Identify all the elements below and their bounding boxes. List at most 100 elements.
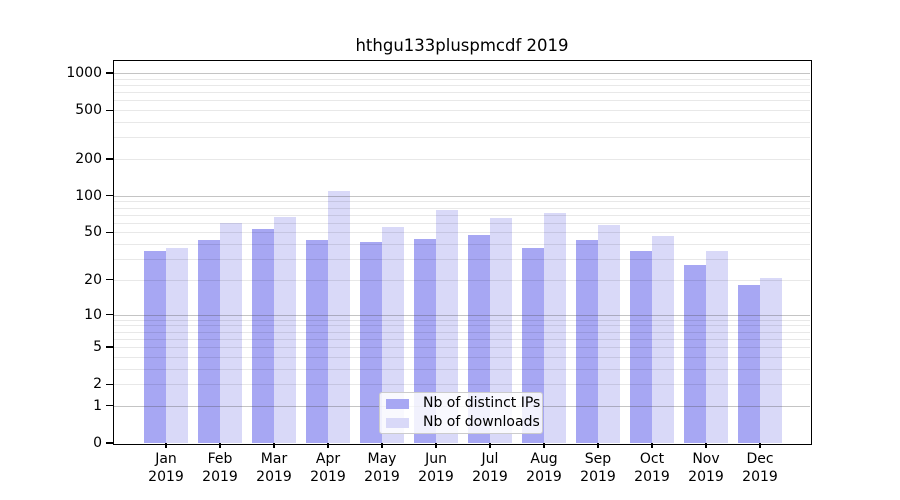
- x-tick-label: Aug 2019: [526, 451, 562, 485]
- gridline-minor: [114, 207, 810, 209]
- x-tick-mark: [543, 443, 545, 448]
- x-tick-label: Nov 2019: [688, 451, 724, 485]
- legend-label-downloads: Nb of downloads: [423, 414, 540, 430]
- gridline-minor: [114, 338, 810, 340]
- gridline-minor: [114, 92, 810, 94]
- x-tick-label: Apr 2019: [310, 451, 346, 485]
- bar-downloads: [652, 235, 674, 443]
- y-tick-mark: [106, 195, 114, 197]
- x-tick-label: Jun 2019: [418, 451, 454, 485]
- y-tick-mark: [106, 109, 114, 111]
- y-tick-label: 1000: [66, 65, 102, 81]
- y-tick-label: 50: [84, 224, 102, 241]
- y-tick-label: 5: [93, 339, 102, 355]
- bar-downloads: [274, 217, 296, 443]
- gridline-minor: [114, 222, 810, 224]
- bar-distinct-ips: [198, 240, 220, 443]
- bar-downloads: [760, 277, 782, 443]
- bar-distinct-ips: [144, 251, 166, 443]
- y-tick-label: 2: [93, 376, 102, 393]
- y-tick-label: 1: [93, 397, 102, 414]
- gridline-minor: [114, 244, 810, 246]
- x-tick-label: Sep 2019: [580, 451, 616, 485]
- bar-downloads: [706, 251, 728, 443]
- x-tick-label: May 2019: [364, 451, 400, 485]
- bar-downloads: [490, 217, 512, 443]
- y-tick-mark: [106, 72, 114, 74]
- gridline-major: [114, 73, 810, 74]
- x-tick-mark: [705, 443, 707, 448]
- x-tick-mark: [759, 443, 761, 448]
- legend-label-distinct-ips: Nb of distinct IPs: [423, 395, 541, 411]
- y-tick-label: 100: [75, 187, 102, 204]
- gridline-minor: [114, 384, 810, 386]
- gridline-minor: [114, 110, 810, 112]
- y-tick-mark: [106, 279, 114, 281]
- gridline-minor: [114, 201, 810, 203]
- x-tick-label: Feb 2019: [202, 451, 238, 485]
- gridline-minor: [114, 368, 810, 370]
- bar-downloads: [220, 222, 242, 443]
- chart-title: hthgu133pluspmcdf 2019: [355, 36, 569, 55]
- gridline-major: [114, 314, 810, 316]
- y-tick-label: 200: [75, 151, 102, 167]
- legend-swatch-downloads: [386, 417, 409, 428]
- gridline-minor: [114, 84, 810, 86]
- x-tick-mark: [489, 443, 491, 448]
- y-tick-label: 500: [75, 102, 102, 119]
- bar-downloads: [382, 227, 404, 443]
- x-tick-label: Mar 2019: [256, 451, 292, 485]
- y-tick-mark: [106, 314, 114, 316]
- x-tick-mark: [651, 443, 653, 448]
- gridline-minor: [114, 331, 810, 333]
- bar-downloads: [328, 190, 350, 443]
- y-tick-mark: [106, 231, 114, 233]
- gridline-minor: [114, 214, 810, 216]
- bar-distinct-ips: [360, 241, 382, 443]
- y-tick-mark: [106, 383, 114, 385]
- y-tick-mark: [106, 158, 114, 160]
- gridline-minor: [114, 325, 810, 327]
- gridline-minor: [114, 356, 810, 358]
- gridline-minor: [114, 347, 810, 348]
- bar-distinct-ips: [468, 234, 490, 443]
- y-tick-mark: [106, 442, 114, 444]
- y-tick-mark: [106, 405, 114, 407]
- x-tick-mark: [381, 443, 383, 448]
- x-tick-mark: [273, 443, 275, 448]
- gridline-minor: [114, 319, 810, 321]
- gridline-minor: [114, 122, 810, 123]
- bar-distinct-ips: [252, 229, 274, 443]
- gridline-minor: [114, 100, 810, 102]
- legend-item-distinct-ips: Nb of distinct IPs: [386, 396, 540, 411]
- y-tick-label: 10: [84, 306, 102, 323]
- gridline-minor: [114, 159, 810, 160]
- x-tick-mark: [597, 443, 599, 448]
- legend: Nb of distinct IPs Nb of downloads: [379, 392, 543, 434]
- y-tick-label: 0: [93, 435, 102, 451]
- x-tick-label: Jan 2019: [148, 451, 184, 485]
- x-tick-label: Oct 2019: [634, 451, 670, 485]
- bar-distinct-ips: [630, 251, 652, 443]
- gridline-minor: [114, 78, 810, 80]
- legend-item-downloads: Nb of downloads: [386, 415, 540, 430]
- x-tick-mark: [165, 443, 167, 448]
- gridline-minor: [114, 259, 810, 261]
- bar-downloads: [166, 248, 188, 443]
- legend-swatch-distinct-ips: [386, 398, 409, 409]
- x-tick-label: Dec 2019: [742, 451, 778, 485]
- bar-downloads: [544, 212, 566, 443]
- x-tick-mark: [327, 443, 329, 448]
- gridline-minor: [114, 137, 810, 139]
- bar-distinct-ips: [576, 240, 598, 443]
- bar-distinct-ips: [684, 264, 706, 443]
- x-tick-label: Jul 2019: [472, 451, 508, 485]
- bar-downloads: [598, 224, 620, 443]
- bar-downloads: [436, 209, 458, 443]
- x-tick-mark: [435, 443, 437, 448]
- gridline-minor: [114, 232, 810, 234]
- x-tick-mark: [219, 443, 221, 448]
- y-tick-mark: [106, 346, 114, 348]
- gridline-major: [114, 195, 810, 197]
